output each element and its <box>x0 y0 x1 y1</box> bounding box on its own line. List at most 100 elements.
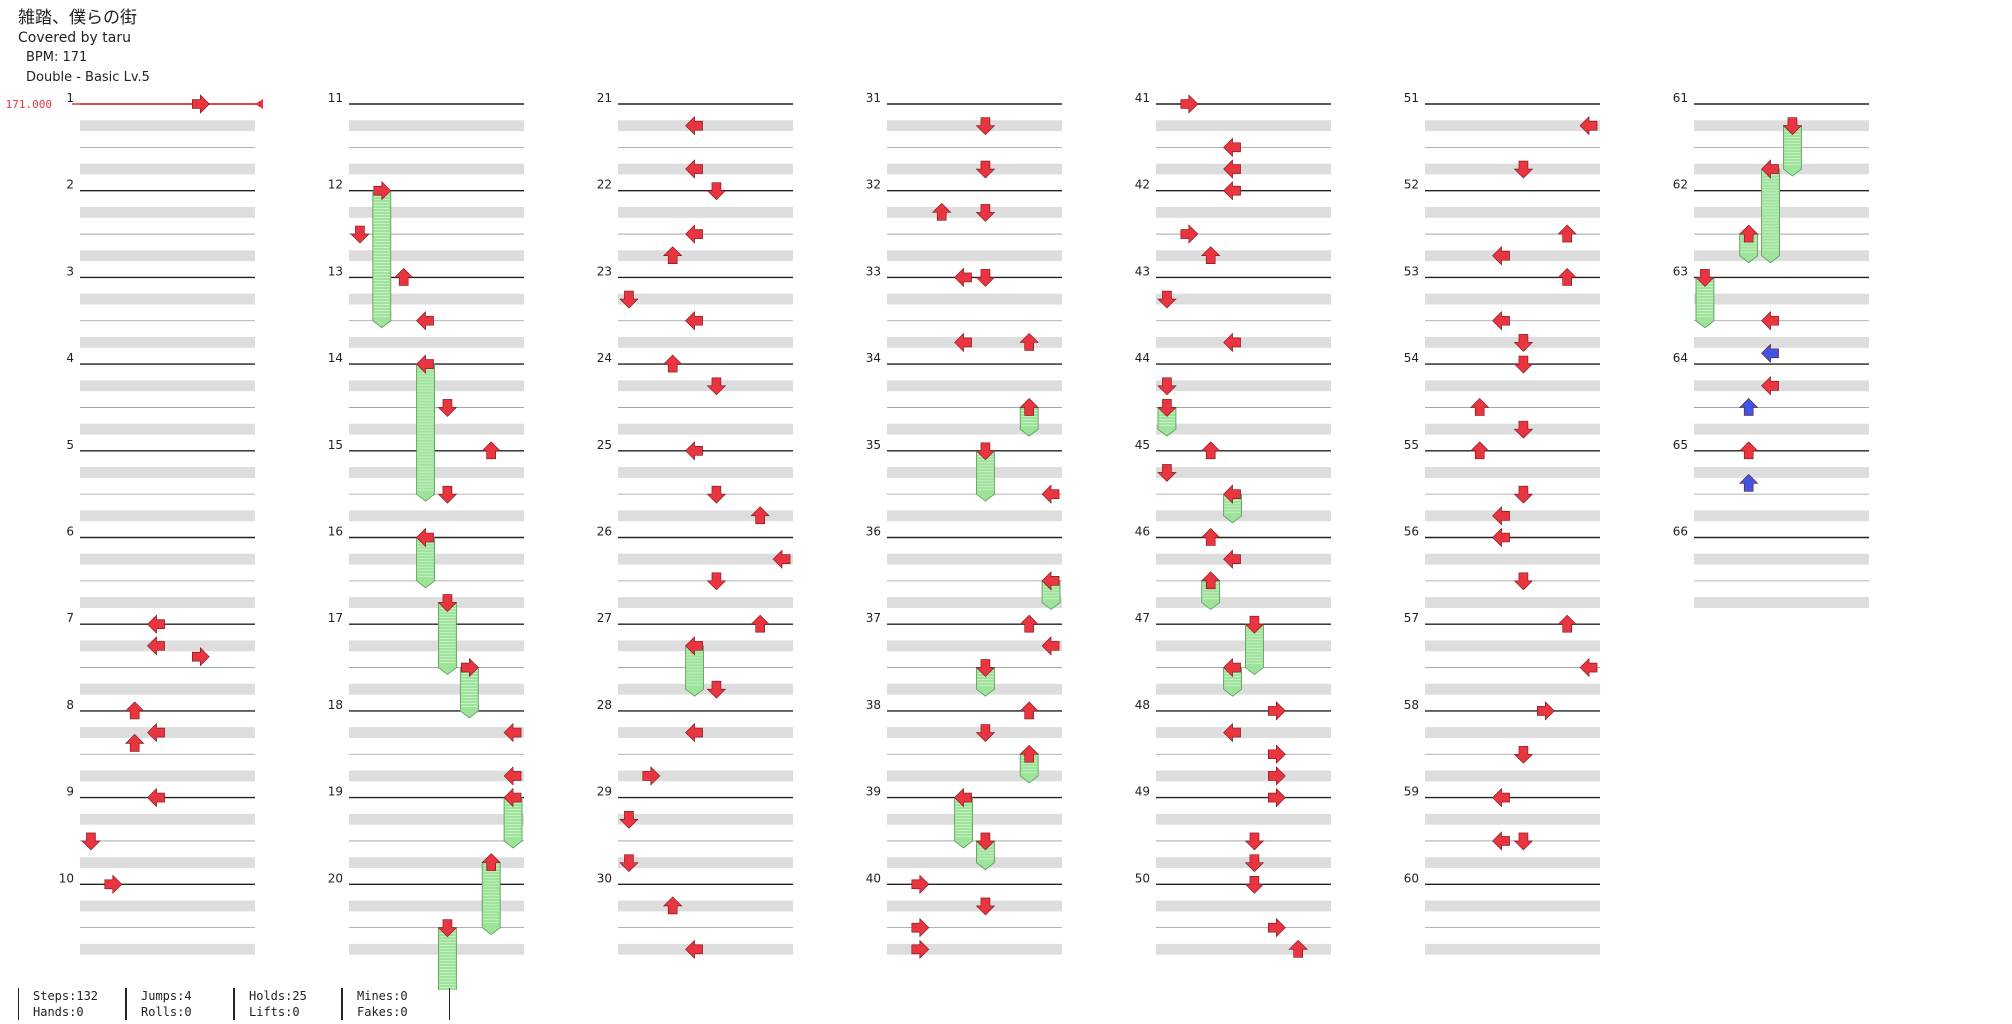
arrow-icon <box>662 246 683 265</box>
measure-number: 33 <box>866 264 881 278</box>
beat-band <box>1156 250 1331 262</box>
measure-number: 24 <box>597 351 612 365</box>
beat-band <box>887 900 1062 912</box>
measure-number: 12 <box>328 178 343 192</box>
hold-body <box>1761 168 1780 264</box>
measure-number: 36 <box>866 525 881 539</box>
arrow-icon <box>1557 267 1577 286</box>
arrow-icon <box>931 202 952 221</box>
beat-band <box>1694 510 1869 522</box>
beat-band <box>80 597 255 608</box>
arrow-icon <box>1244 854 1265 873</box>
measure-number: 65 <box>1673 438 1688 452</box>
beat-band <box>80 640 255 652</box>
beat-band <box>1156 293 1331 305</box>
arrow-icon <box>1268 744 1286 764</box>
arrow-icon <box>192 646 210 667</box>
arrow-icon <box>1557 614 1577 633</box>
hold-note <box>372 190 392 329</box>
beat-band <box>80 206 255 218</box>
arrow-icon <box>662 354 683 373</box>
beat-band <box>349 467 524 478</box>
arrow-icon <box>706 680 727 699</box>
arrow-icon <box>954 787 972 808</box>
beat-band <box>1156 857 1331 869</box>
beat-band <box>1425 467 1600 478</box>
beat-band <box>1156 727 1331 738</box>
beat-band <box>349 553 524 565</box>
arrow-icon <box>685 636 703 656</box>
arrow-icon <box>481 853 501 871</box>
measure-number: 29 <box>597 785 612 799</box>
beat-band <box>1156 337 1331 348</box>
arrow-icon <box>619 854 639 873</box>
beat-band <box>1694 293 1869 305</box>
song-header: 雑踏、僕らの街 Covered by taru BPM: 171 Double … <box>18 8 150 88</box>
measure-number: 47 <box>1135 611 1150 625</box>
beat-band <box>887 510 1062 522</box>
beat-band <box>887 423 1062 435</box>
measure-number: 15 <box>328 438 343 452</box>
measure-number: 46 <box>1135 525 1150 539</box>
beat-band <box>618 380 793 392</box>
measure-number: 11 <box>328 91 343 105</box>
beat-band <box>1694 250 1869 262</box>
measure-number: 8 <box>66 698 74 712</box>
arrow-icon <box>147 722 165 743</box>
beat-band <box>80 813 255 825</box>
arrow-icon <box>1019 701 1039 720</box>
beat-band <box>887 250 1062 262</box>
beat-band <box>618 120 793 132</box>
beat-band <box>618 813 793 825</box>
arrow-icon <box>1200 528 1221 546</box>
measure-number: 34 <box>866 351 881 365</box>
arrow-icon <box>1200 246 1221 265</box>
arrow-icon <box>1579 657 1598 678</box>
arrow-icon <box>706 182 727 201</box>
arrow-icon <box>1782 117 1803 136</box>
measure-number: 31 <box>866 91 881 105</box>
measure-number: 17 <box>328 611 343 625</box>
beat-band <box>80 900 255 912</box>
hold-body <box>372 190 392 329</box>
arrow-icon <box>975 442 996 461</box>
hold-note <box>1041 580 1061 611</box>
arrow-icon <box>1761 343 1779 363</box>
beat-band <box>618 293 793 305</box>
arrow-icon <box>1157 377 1177 396</box>
beat-band <box>1425 293 1600 305</box>
beat-band <box>887 640 1062 652</box>
beat-band <box>1156 510 1331 522</box>
beat-band <box>349 380 524 392</box>
beat-band <box>349 293 524 305</box>
arrow-icon <box>1244 615 1265 634</box>
beat-band <box>887 120 1062 132</box>
measure-number: 22 <box>597 178 612 192</box>
beat-band <box>1425 770 1600 782</box>
arrow-icon <box>1223 722 1241 743</box>
arrow-icon <box>1537 701 1555 721</box>
hold-note <box>416 537 435 589</box>
arrow-icon <box>772 549 791 569</box>
arrow-icon <box>1579 115 1598 136</box>
arrow-icon <box>1223 332 1241 353</box>
arrow-icon <box>1513 485 1534 504</box>
beat-band <box>349 727 524 738</box>
arrow-icon <box>975 269 996 287</box>
beat-band <box>80 510 255 522</box>
beat-band <box>1156 553 1331 565</box>
measure-number: 5 <box>66 438 74 452</box>
measure-number: 3 <box>66 264 74 278</box>
arrow-icon <box>1223 159 1241 179</box>
measure-number: 54 <box>1404 351 1419 365</box>
measure-number: 42 <box>1135 178 1150 192</box>
beat-band <box>1694 120 1869 132</box>
arrow-icon <box>975 659 996 677</box>
beat-band <box>349 597 524 608</box>
arrow-icon <box>1019 398 1039 416</box>
beat-band <box>349 337 524 348</box>
beat-band <box>80 380 255 392</box>
arrow-icon <box>393 267 414 286</box>
beat-band <box>1694 597 1869 608</box>
beat-band <box>1425 337 1600 348</box>
